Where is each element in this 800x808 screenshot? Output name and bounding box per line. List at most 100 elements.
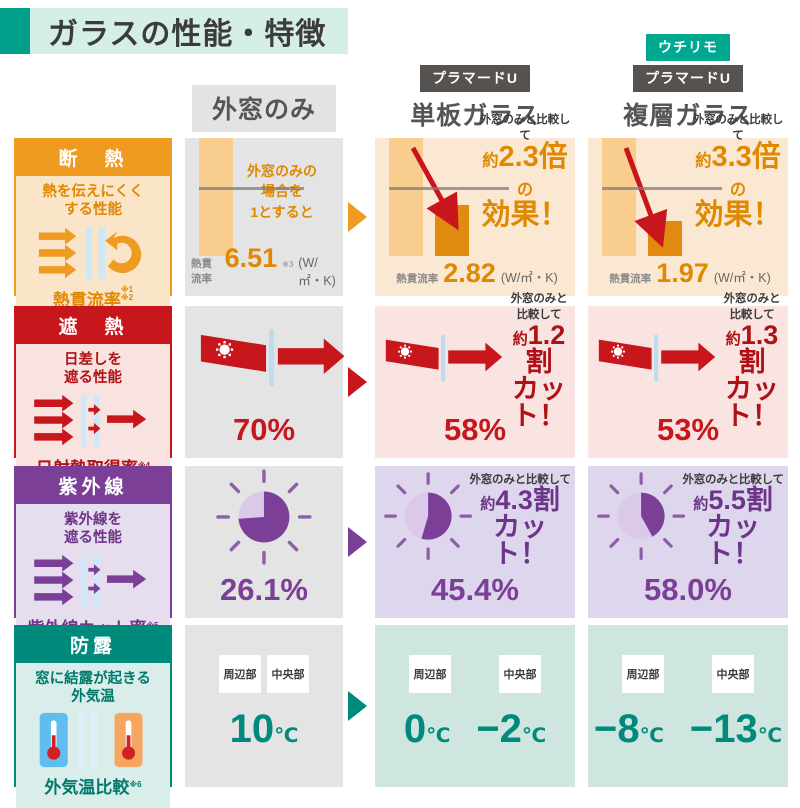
comparison-effect: カット！ [512, 374, 566, 431]
column-headers: 外窓のみ プラマードU 単板ガラス ウチリモ プラマードU 複層ガラス [0, 34, 800, 132]
column-label-outer-only: 外窓のみ [191, 85, 336, 132]
bar-axis [199, 187, 304, 190]
row-label-condensation: 防露 窓に結露が起きる 外気温 外気温比較※6 [14, 625, 172, 808]
comparison-callout: 外窓のみと比較して 約1.2割 カット！ [507, 290, 571, 430]
comparison-effect: カット！ [706, 511, 761, 569]
row-sub-uv: 紫外線を 遮る性能 [64, 512, 122, 547]
triangle-right-icon [348, 691, 367, 721]
bar-axis [389, 187, 509, 190]
heat-arrows-icon [385, 334, 503, 382]
sun-icon [384, 472, 473, 561]
metric-value: 58.0% [644, 572, 732, 607]
comparison-lead: 外窓のみと比較して [510, 293, 568, 321]
comparison-lead: 外窓のみと比較して [682, 473, 784, 486]
comparison-value: 約1.3割 [725, 320, 779, 377]
thermometer-icon [39, 711, 143, 770]
cell-insulation-single-pane: 外窓のみと比較して 約2.3倍の 効果！ 熱貫流率 2.82 (W/㎡・K) [375, 114, 575, 296]
title-accent-tab [0, 8, 30, 54]
comparison-callout: 外窓のみと比較して 約5.5割 カット！ [682, 471, 784, 568]
row-illustration-insulation [20, 222, 166, 284]
comparison-callout: 外窓のみと比較して 約3.3倍の 効果！ [688, 111, 788, 230]
cell-uv-single-pane: 外窓のみと比較して 約4.3割 カット！ 45.4% [375, 466, 575, 618]
cell-uv-outer-only: 26.1% [185, 466, 343, 618]
comparison-lead: 外窓のみと比較して [723, 293, 781, 321]
cell-shading-double-pane: 外窓のみと比較して 約1.3割 カット！ 53% [588, 293, 788, 458]
metric-value: 70% [232, 412, 296, 447]
sun-icon [216, 468, 312, 565]
chip-perimeter: 周辺部 [409, 655, 451, 693]
down-arrow-icon [623, 147, 668, 248]
heat-arrows-icon [34, 395, 147, 448]
row-label-insulation: 断 熱 熱を伝えにくく する性能 熱貫流率※1 ※2 [14, 138, 172, 322]
cell-insulation-double-pane: 外窓のみと比較して 約3.3倍の 効果！ 熱貫流率 1.97 (W/㎡・K) [588, 114, 788, 296]
temp-perimeter: 10℃ [229, 707, 299, 751]
metric-value: 2.82 [443, 258, 496, 288]
metric-value: 26.1% [220, 572, 308, 607]
comparison-value: 約4.3割 [480, 484, 560, 515]
chip-perimeter: 周辺部 [219, 655, 261, 693]
metric-value: 58% [443, 412, 507, 447]
metric-value: 45.4% [431, 572, 519, 607]
comparison-effect: 効果！ [481, 199, 569, 231]
bar-axis [602, 187, 722, 190]
metric-unit: (W/㎡・K) [500, 271, 558, 285]
temp-center: −2℃ [476, 707, 547, 751]
chip-center: 中央部 [267, 655, 309, 693]
heat-arrows-icon [34, 555, 147, 608]
row-sub-insulation: 熱を伝えにくく する性能 [42, 184, 144, 219]
column-label-single-pane: 単板ガラス [410, 102, 540, 130]
row-head-condensation: 防露 [16, 627, 170, 663]
temp-perimeter: −8℃ [594, 707, 664, 751]
triangle-right-icon [348, 202, 367, 232]
metric-note: ※3 [282, 260, 294, 269]
triangle-right-icon [348, 367, 367, 397]
page-title-banner: ガラスの性能・特徴 [0, 8, 349, 54]
comparison-lead: 外窓のみと比較して [479, 114, 571, 142]
comparison-callout: 外窓のみと比較して 約2.3倍の 効果！ [475, 111, 575, 230]
heat-arrows-icon [38, 227, 142, 280]
bar-baseline [199, 138, 233, 256]
row-illustration-shading [20, 390, 166, 452]
metric-value: 53% [656, 412, 720, 447]
comparison-effect: 効果！ [694, 199, 782, 231]
heat-arrows-icon [598, 334, 716, 382]
title-band: ガラスの性能・特徴 [30, 8, 349, 54]
comparison-value: 約1.2割 [512, 320, 566, 377]
page-title: ガラスの性能・特徴 [48, 18, 327, 51]
cell-shading-outer-only: 70% [185, 306, 345, 458]
column-label-double-pane: 複層ガラス [623, 102, 753, 130]
metric-value: 6.51 [224, 243, 278, 273]
row-head-shading: 遮 熱 [16, 308, 170, 344]
cell-condensation-double-pane: 周辺部 中央部 −8℃ −13℃ [588, 625, 788, 787]
comparison-lead: 外窓のみと比較して [469, 473, 571, 486]
badge-puramado-u-single: プラマードU [419, 65, 531, 92]
row-metric-insulation: 熱貫流率※1 ※2 [52, 285, 134, 311]
metric-unit: (W/㎡・K) [298, 256, 336, 288]
metric-label: 熱貫流率 [609, 273, 652, 285]
comparison-value: 約5.5割 [693, 484, 773, 515]
comparison-lead: 外窓のみと比較して [692, 114, 784, 142]
comparison-callout: 外窓のみと比較して 約4.3割 カット！ [469, 471, 571, 568]
chip-center: 中央部 [712, 655, 754, 693]
baseline-note: 外窓のみの 場合を 1とすると [247, 163, 317, 220]
heat-arrows-icon [200, 329, 345, 388]
metric-value: 1.97 [656, 258, 709, 288]
row-metric-condensation: 外気温比較※6 [44, 778, 142, 798]
comparison-value: 約3.3倍の [695, 141, 781, 199]
row-sub-condensation: 窓に結露が起きる 外気温 [35, 671, 151, 706]
chip-center: 中央部 [499, 655, 541, 693]
row-head-insulation: 断 熱 [16, 140, 170, 176]
comparison-effect: カット！ [725, 374, 779, 431]
row-illustration-uv [20, 550, 166, 612]
column-header-outer-only: 外窓のみ [185, 85, 343, 132]
temp-center: −13℃ [689, 707, 782, 751]
comparison-effect: カット！ [493, 511, 548, 569]
chip-perimeter: 周辺部 [622, 655, 664, 693]
metric-unit: (W/㎡・K) [713, 271, 771, 285]
metric-label: 熱貫流率 [396, 273, 439, 285]
comparison-value: 約2.3倍の [482, 141, 568, 199]
badge-uchirimo: ウチリモ [646, 34, 730, 61]
